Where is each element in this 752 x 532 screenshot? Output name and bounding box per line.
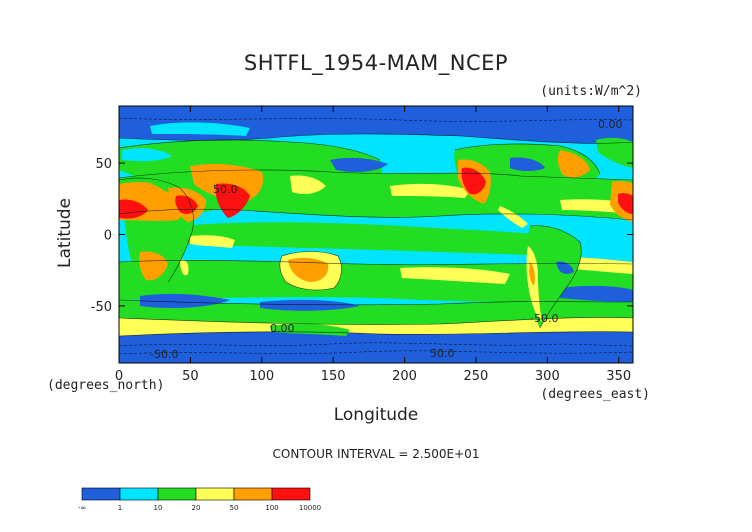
x-axis-title: Longitude xyxy=(334,405,419,425)
contour-label: -50.0 xyxy=(150,348,178,361)
x-tick-label: 300 xyxy=(535,369,560,384)
colorbar-tick-label: -∞ xyxy=(78,504,86,512)
x-tick-label: 150 xyxy=(321,369,346,384)
chart-title: SHTFL_1954-MAM_NCEP xyxy=(244,51,508,76)
colorbar-bin xyxy=(81,487,121,501)
contour-label: -50.0 xyxy=(530,312,558,325)
colorbar-bin xyxy=(233,487,273,501)
map-plot-area: 50.0 0.00 50.0 -50.0 -50.0 0.00 xyxy=(119,106,633,363)
east-asia xyxy=(290,175,326,194)
ocean-green-tropics xyxy=(180,222,560,256)
x-axis: 0 50 100 150 200 250 300 350 xyxy=(115,106,631,384)
colorbar: -∞ 1 10 20 50 100 10000 xyxy=(78,487,321,512)
southern-ocean-blue-2 xyxy=(260,299,360,311)
colorbar-tick-label: 50 xyxy=(230,504,239,512)
andes-hot xyxy=(529,262,535,286)
central-america xyxy=(498,206,528,228)
colorbar-tick-label: 100 xyxy=(265,504,278,512)
contour-interval: CONTOUR INTERVAL = 2.500E+01 xyxy=(273,447,480,461)
southern-ocean-blue-3 xyxy=(560,285,633,302)
ocean-yellow-5 xyxy=(190,235,235,248)
colorbar-bin xyxy=(119,487,159,501)
y-tick-label: 50 xyxy=(95,157,112,172)
y-axis-title: Latitude xyxy=(55,198,75,268)
europe-cyan xyxy=(122,148,172,162)
colorbar-bin xyxy=(195,487,235,501)
southern-africa xyxy=(139,251,168,281)
x-unit-label: (degrees_east) xyxy=(540,387,650,402)
australia-hot xyxy=(288,257,329,282)
y-tick-label: 0 xyxy=(104,229,112,244)
colorbar-tick-label: 10000 xyxy=(299,504,321,512)
southern-ocean-blue-1 xyxy=(140,293,230,308)
contour-lines xyxy=(119,117,633,355)
x-tick-label: 350 xyxy=(606,369,631,384)
arctic xyxy=(119,106,633,144)
south-america-cold xyxy=(556,261,574,274)
units-label: (units:W/m^2) xyxy=(540,84,642,99)
x-tick-label: 0 xyxy=(115,369,123,384)
antarctica xyxy=(119,331,633,363)
ocean-green-south xyxy=(119,260,633,303)
south-america xyxy=(526,225,582,328)
y-axis: -50 0 50 xyxy=(91,157,633,315)
colorbar-tick-label: 20 xyxy=(192,504,201,512)
x-tick-label: 50 xyxy=(182,369,199,384)
y-tick-label: -50 xyxy=(91,300,112,315)
arctic-cyan xyxy=(150,122,250,136)
north-america-east xyxy=(557,150,590,178)
contour-label: 0.00 xyxy=(270,322,295,335)
sahara-hot xyxy=(119,199,148,219)
colorbar-tick-label: 1 xyxy=(118,504,122,512)
contour-label: 0.00 xyxy=(598,118,623,131)
north-america-hot xyxy=(461,167,486,195)
contour-label: 50.0 xyxy=(430,347,455,360)
ocean-yellow-3 xyxy=(400,267,510,284)
x-tick-label: 250 xyxy=(464,369,489,384)
colorbar-bin xyxy=(271,487,311,501)
y-unit-label: (degrees_north) xyxy=(47,378,164,393)
ocean-green-subpolar xyxy=(119,300,633,327)
north-america-cold xyxy=(510,157,545,171)
antarctica-green xyxy=(270,323,350,336)
colorbar-tick-label: 10 xyxy=(154,504,163,512)
colorbar-bin xyxy=(157,487,197,501)
x-tick-label: 200 xyxy=(392,369,417,384)
ocean-yellow-1 xyxy=(390,183,470,198)
sahara-east-hot xyxy=(618,193,633,214)
madagascar xyxy=(180,259,189,276)
x-tick-label: 100 xyxy=(249,369,274,384)
siberia-cold xyxy=(330,157,388,172)
contour-label: 50.0 xyxy=(213,183,238,196)
greenland xyxy=(596,137,633,168)
